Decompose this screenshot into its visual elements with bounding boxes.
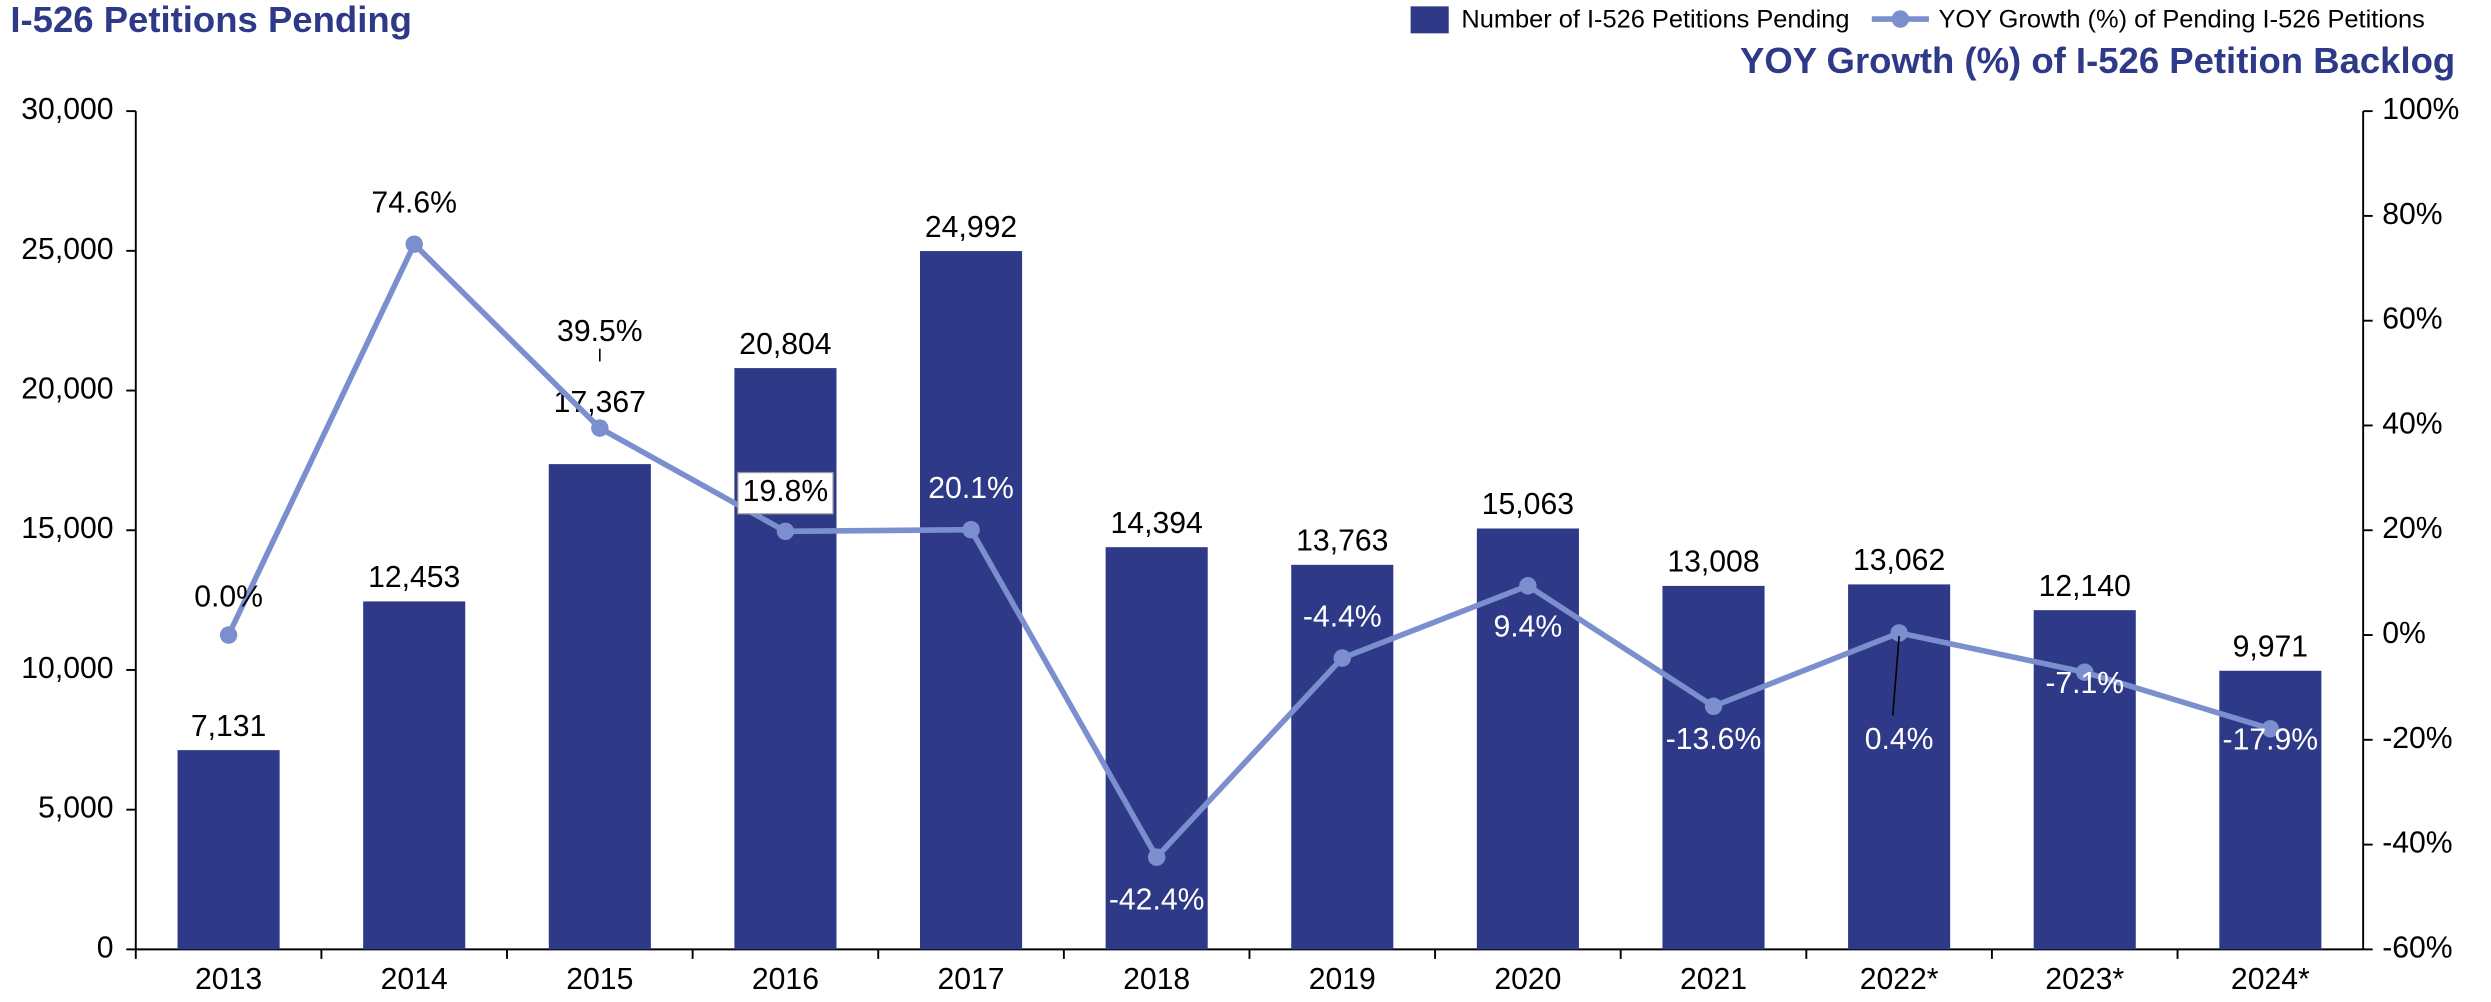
line-label: -13.6%	[1666, 723, 1762, 756]
bar-label: 17,367	[554, 386, 646, 419]
line-point	[405, 235, 423, 253]
y2-tick-label: -40%	[2382, 827, 2452, 860]
line-label: -4.4%	[1303, 600, 1382, 633]
legend-label: YOY Growth (%) of Pending I-526 Petition…	[1938, 5, 2424, 33]
line-label: -17.9%	[2223, 723, 2319, 756]
chart-title: I-526 Petitions Pending	[10, 0, 412, 40]
bar-label: 24,992	[925, 211, 1017, 244]
line-point	[962, 520, 980, 539]
y-tick-label: 10,000	[21, 652, 113, 685]
line-label: 9.4%	[1494, 611, 1563, 644]
legend-label: Number of I-526 Petitions Pending	[1461, 5, 1849, 33]
bar-label: 13,008	[1667, 546, 1759, 579]
bar-label: 12,453	[368, 561, 460, 594]
line-label: 19.8%	[743, 475, 829, 508]
x-tick-label: 2014	[381, 963, 448, 996]
line-label: -42.4%	[1109, 884, 1205, 917]
y2-tick-label: 80%	[2382, 198, 2442, 231]
line-point	[219, 626, 238, 644]
line-point	[1890, 624, 1908, 642]
line-point	[776, 522, 795, 541]
y-tick-label: 20,000	[21, 373, 113, 406]
bar-label: 7,131	[191, 710, 266, 743]
y2-tick-label: 100%	[2382, 93, 2459, 126]
line-label: 74.6%	[371, 186, 457, 219]
line-point	[1519, 577, 1537, 595]
x-tick-label: 2019	[1309, 963, 1376, 996]
y2-title: YOY Growth (%) of I-526 Petition Backlog	[1740, 40, 2455, 81]
y-tick-label: 30,000	[21, 93, 113, 126]
bar-label: 9,971	[2233, 631, 2308, 664]
line-point	[2261, 720, 2280, 738]
bar-label: 12,140	[2039, 570, 2131, 603]
line-label: -7.1%	[2045, 667, 2124, 700]
x-tick-label: 2016	[752, 963, 819, 996]
legend-swatch	[1410, 6, 1449, 34]
bar-label: 20,804	[739, 328, 831, 361]
y-tick-label: 5,000	[38, 792, 113, 825]
bar-label: 13,763	[1296, 525, 1388, 558]
y2-tick-label: 0%	[2382, 617, 2426, 650]
x-tick-label: 2018	[1123, 963, 1190, 996]
y2-tick-label: -20%	[2382, 722, 2452, 755]
bar	[1662, 585, 1765, 950]
line-point	[1704, 697, 1723, 716]
line-label: 0.0%	[194, 580, 263, 613]
y2-tick-label: 20%	[2382, 512, 2442, 545]
y2-tick-label: -60%	[2382, 931, 2452, 964]
line-label: 39.5%	[557, 315, 643, 348]
bar	[1291, 564, 1394, 950]
y-tick-label: 25,000	[21, 233, 113, 266]
bar	[363, 601, 466, 950]
y-tick-label: 15,000	[21, 512, 113, 545]
bar	[177, 750, 280, 950]
line-point	[1147, 848, 1166, 866]
bar-label: 13,062	[1853, 544, 1945, 577]
bar	[2033, 610, 2136, 950]
bar	[548, 464, 651, 950]
bar	[1105, 547, 1208, 950]
line-label: 0.4%	[1865, 723, 1934, 756]
x-tick-label: 2015	[566, 963, 633, 996]
x-tick-label: 2020	[1494, 963, 1561, 996]
line-point	[2076, 663, 2094, 681]
bar	[920, 251, 1023, 950]
x-tick-label: 2017	[938, 963, 1005, 996]
y2-tick-label: 60%	[2382, 303, 2442, 336]
x-tick-label: 2021	[1680, 963, 1747, 996]
line	[226, 239, 2272, 862]
line-point	[1333, 649, 1352, 667]
x-tick-label: 2023*	[2045, 963, 2124, 996]
leader	[1891, 636, 1900, 716]
line-label: 20.1%	[928, 472, 1014, 505]
bar	[734, 368, 837, 950]
x-tick-label: 2024*	[2231, 963, 2310, 996]
legend-swatch	[1891, 10, 1910, 28]
bar-label: 14,394	[1111, 507, 1203, 540]
x-tick-label: 2022*	[1860, 963, 1939, 996]
line-point	[591, 419, 609, 437]
bar	[2219, 670, 2322, 950]
y-tick-label: 0	[97, 931, 114, 964]
label-box	[737, 471, 834, 515]
y2-tick-label: 40%	[2382, 407, 2442, 440]
bar-label: 15,063	[1482, 488, 1574, 521]
x-tick-label: 2013	[195, 963, 262, 996]
